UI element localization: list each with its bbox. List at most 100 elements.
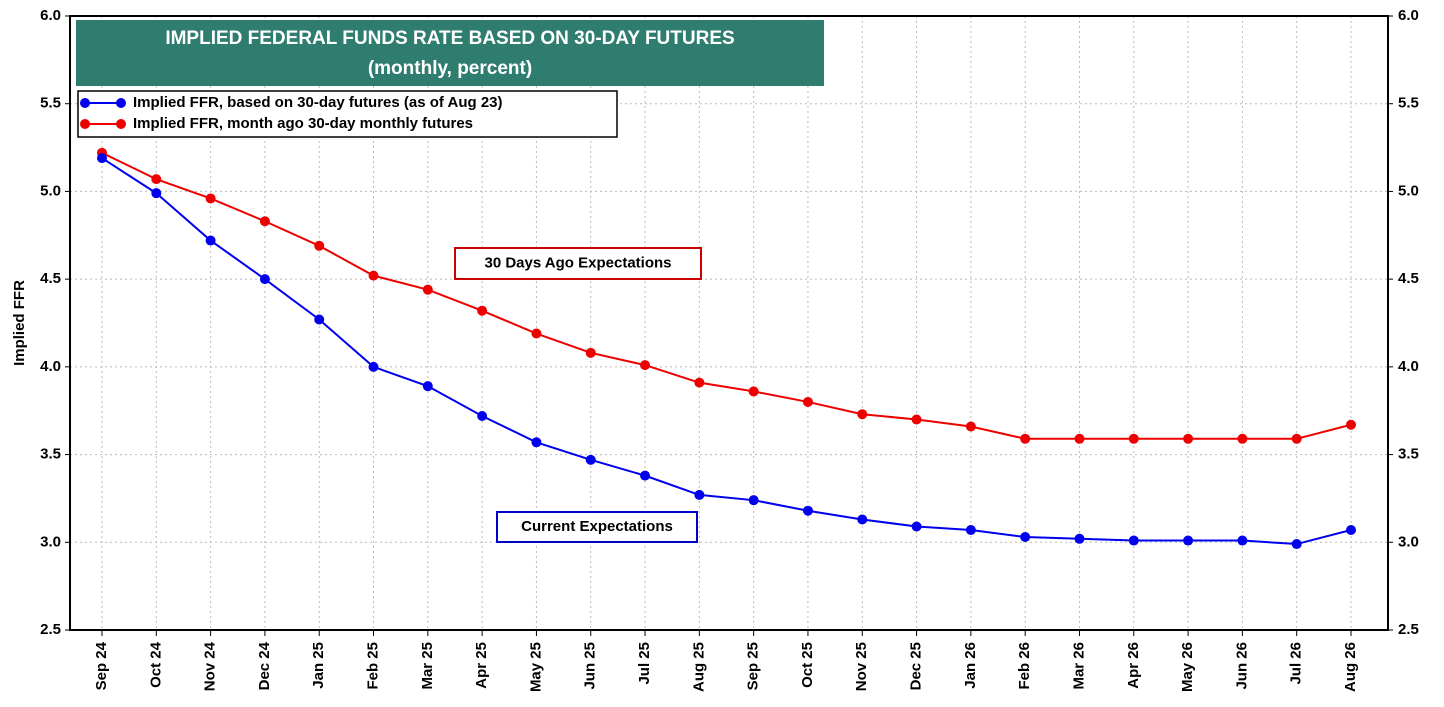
y-tick-label: 2.5 [40,621,61,638]
point [531,328,542,339]
annotation: Current Expectations [521,518,673,535]
x-tick-label: Jan 25 [310,642,327,689]
x-tick-label: May 25 [527,642,544,692]
y2-tick-label: 5.5 [1398,95,1419,112]
y2-tick-label: 5.0 [1398,182,1419,199]
point [1074,433,1085,444]
y-tick-label: 3.5 [40,446,61,463]
point [1183,433,1194,444]
y2-tick-label: 2.5 [1398,621,1419,638]
x-tick-label: Mar 25 [419,642,436,690]
annotation-box [454,247,702,280]
point [314,240,325,251]
y2-tick-label: 4.0 [1398,358,1419,375]
x-tick-label: Aug 25 [690,642,707,692]
x-tick-label: Feb 25 [364,642,381,690]
x-tick-label: Oct 25 [799,642,816,688]
point [477,410,488,421]
x-tick-label: Nov 25 [853,642,870,691]
point [911,521,922,532]
x-tick-label: Apr 25 [473,642,490,689]
x-tick-label: Dec 25 [908,642,925,690]
point [857,409,868,420]
point [1020,532,1031,543]
point [748,495,759,506]
point [802,505,813,516]
legend-box [77,90,618,138]
x-tick-label: Jun 26 [1233,642,1250,690]
y-tick-label: 5.0 [40,182,61,199]
x-tick-label: Dec 24 [256,641,273,690]
point [422,381,433,392]
x-tick-label: Jan 26 [962,642,979,689]
point [1346,419,1356,430]
point [694,377,705,388]
point [314,314,325,325]
point [640,470,651,481]
y-tick-label: 3.0 [40,533,61,550]
point [477,305,488,316]
annotation-box [496,511,698,543]
point [965,421,976,432]
point [585,347,596,358]
legend-marker [116,119,126,129]
point [1237,433,1248,444]
point [965,525,976,536]
point [97,153,107,164]
series-line [101,157,1352,546]
point [694,489,705,500]
point [802,396,813,407]
point [748,386,759,397]
title-box [76,20,824,86]
x-tick-label: Sep 25 [745,642,762,690]
y-tick-label: 6.0 [40,7,61,24]
point [1074,533,1085,544]
point [368,270,379,281]
point [911,414,922,425]
y2-tick-label: 6.0 [1398,7,1419,24]
x-tick-label: Feb 26 [1016,642,1033,690]
y-axis-label: Implied FFR [11,280,28,366]
point [151,188,162,199]
x-tick-label: Jul 26 [1288,642,1305,685]
point [1346,525,1356,536]
chart-title: IMPLIED FEDERAL FUNDS RATE BASED ON 30-D… [165,28,734,49]
point [368,361,379,372]
annotation: 30 Days Ago Expectations [484,254,671,271]
x-tick-label: Sep 24 [93,641,110,690]
y2-tick-label: 3.5 [1398,446,1419,463]
legend-label: Implied FFR, month ago 30-day monthly fu… [133,115,473,132]
y-tick-label: 5.5 [40,95,61,112]
point [259,274,270,285]
plot-frame [69,15,1389,631]
y-tick-label: 4.5 [40,270,61,287]
point [1128,535,1139,546]
point [1183,535,1194,546]
point [259,216,270,227]
y2-tick-label: 4.5 [1398,270,1419,287]
legend-marker [80,119,90,129]
point [1291,539,1302,550]
x-tick-label: Oct 24 [147,641,164,688]
point [857,514,868,525]
legend-label: Implied FFR, based on 30-day futures (as… [133,94,503,111]
x-tick-label: Apr 26 [1125,642,1142,689]
point [1128,433,1139,444]
point [1291,433,1302,444]
x-tick-label: Aug 26 [1342,642,1359,692]
point [1237,535,1248,546]
point [531,437,542,448]
point [1020,433,1031,444]
x-tick-label: Jul 25 [636,642,653,685]
point [205,193,216,204]
x-tick-label: May 26 [1179,642,1196,692]
x-tick-label: Jun 25 [582,642,599,690]
legend-marker [80,98,90,108]
point [422,284,433,295]
x-tick-label: Mar 26 [1070,642,1087,690]
point [151,174,162,185]
point [585,454,596,465]
legend-marker [116,98,126,108]
y-tick-label: 4.0 [40,358,61,375]
